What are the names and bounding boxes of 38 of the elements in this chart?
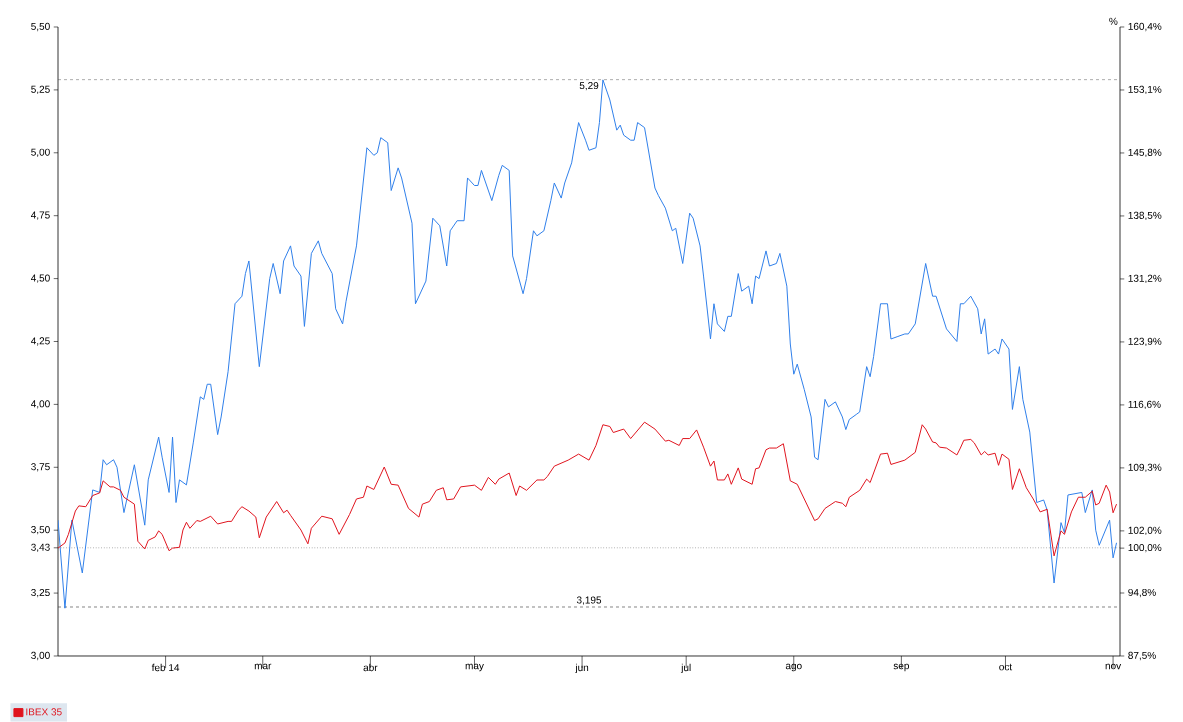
legend-label: IBEX 35: [26, 708, 62, 716]
y-tick-label: 5,50: [31, 22, 50, 32]
ref-line-label: 3,195: [576, 596, 602, 605]
y-tick-label: 5,25: [31, 85, 50, 95]
x-tick-label: may: [465, 663, 484, 672]
ref-line-label: 5,29: [579, 82, 599, 91]
x-tick-label: jul: [680, 663, 691, 674]
x-tick-label: sep: [893, 663, 910, 672]
y-tick-label: 4,50: [30, 274, 50, 283]
y2-tick-label: 100,0%: [1128, 544, 1162, 553]
y-tick-label: 4,25: [30, 337, 50, 346]
y2-tick-label: 153,1%: [1128, 85, 1162, 95]
x-tick-label: abr: [363, 663, 378, 672]
y-tick-label: 4,00: [30, 400, 50, 409]
y2-axis-title: %: [1109, 17, 1118, 25]
y2-tick-label: 145,8%: [1128, 148, 1162, 158]
y2-tick-label: 116,6%: [1128, 400, 1161, 410]
x-tick-label: ago: [785, 663, 802, 672]
y-tick-label: 3,43: [31, 543, 50, 553]
y2-tick-label: 87,5%: [1128, 651, 1156, 661]
y2-tick-label: 109,3%: [1128, 463, 1162, 473]
x-tick-label: jun: [575, 663, 589, 674]
x-tick-label: mar: [254, 663, 272, 670]
y2-tick-label: 160,4%: [1128, 22, 1162, 32]
y2-tick-label: 131,2%: [1128, 274, 1162, 284]
y-tick-label: 3,00: [31, 651, 50, 661]
x-tick-label: nov: [1105, 663, 1122, 670]
x-tick-label: oct: [999, 663, 1013, 671]
y2-tick-label: 102,0%: [1128, 526, 1162, 536]
y2-tick-label: 123,9%: [1128, 337, 1162, 347]
y2-tick-label: 94,8%: [1128, 588, 1156, 598]
y-tick-label: 3,50: [31, 526, 50, 535]
y-tick-label: 5,00: [31, 148, 50, 158]
x-tick-label: feb 14: [151, 663, 180, 672]
y-tick-label: 3,25: [31, 589, 50, 598]
y-tick-label: 3,75: [31, 463, 50, 472]
y2-tick-label: 138,5%: [1128, 211, 1162, 221]
y-tick-label: 4,75: [30, 211, 50, 220]
